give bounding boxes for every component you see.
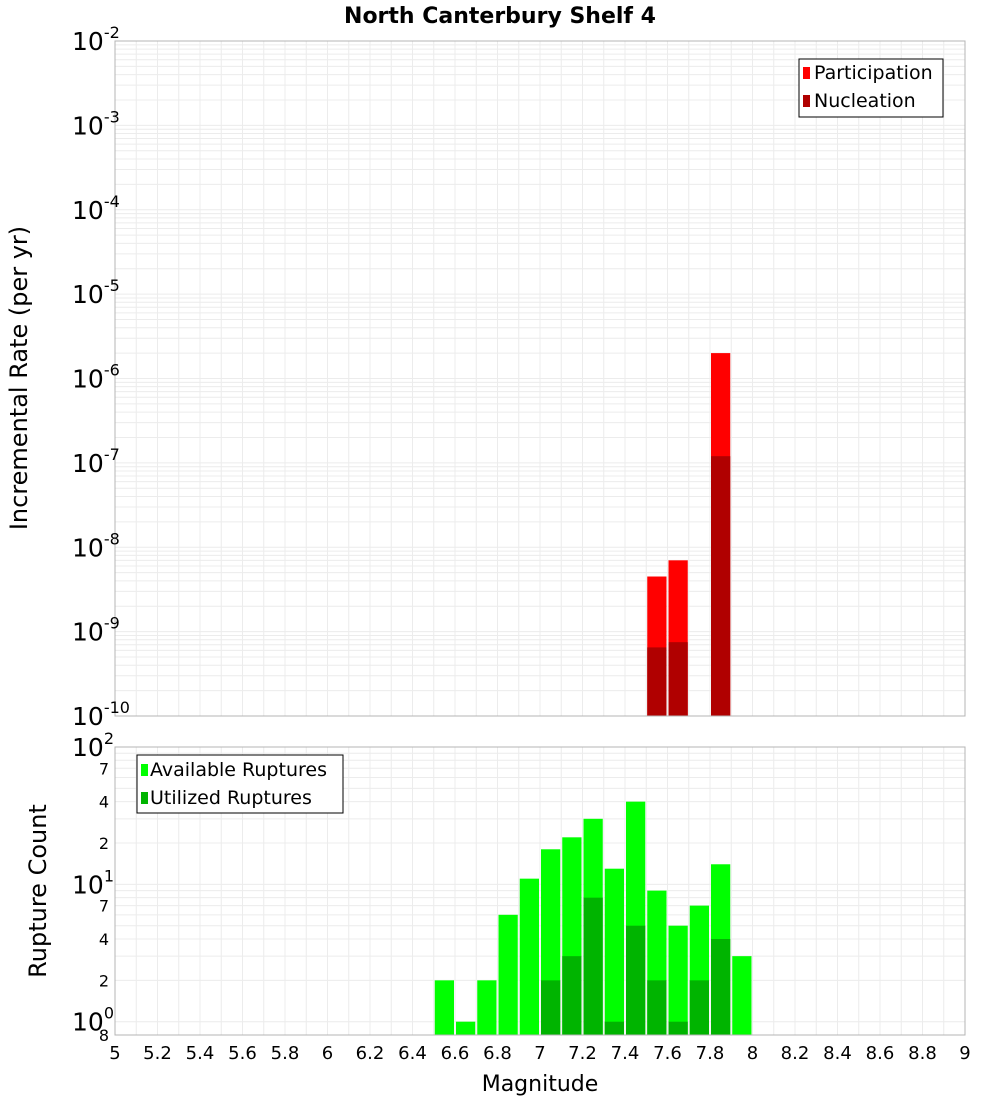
available-ruptures-bar — [477, 980, 497, 1035]
count-x-ticks: 5 5.2 5.4 5.6 5.8 6 6.2 6.4 6.6 6.8 7 7.2 7.4 7.6 7.8 8… — [109, 1043, 970, 1064]
utilized-ruptures-bar — [541, 980, 561, 1035]
rate-y-tick-label: 10-5 — [72, 276, 120, 309]
count-y-minor-tick-label: 4 — [99, 930, 109, 949]
utilized-legend-swatch — [141, 792, 148, 804]
nucleation-bar — [711, 456, 731, 716]
x-tick-label: 6 — [322, 1043, 333, 1064]
count-panel: 100 101 102 8 2 4 7 2 4 7 5 5.2 5.4 5.6 5.8 6 6.2 6.4 6.6… — [24, 729, 971, 1097]
x-tick-label: 7.4 — [611, 1043, 640, 1064]
rate-y-tick-label: 10-9 — [72, 614, 120, 647]
x-tick-label: 8 — [747, 1043, 758, 1064]
available-ruptures-bar — [668, 925, 688, 1035]
x-tick-label: 7.6 — [653, 1043, 682, 1064]
count-bars — [434, 801, 752, 1035]
available-ruptures-bar — [604, 868, 624, 1035]
x-tick-label: 6.6 — [441, 1043, 470, 1064]
utilized-ruptures-bar — [562, 956, 582, 1035]
x-tick-label: 9 — [959, 1043, 970, 1064]
available-legend-swatch — [141, 764, 148, 776]
rate-y-tick-label: 10-8 — [72, 529, 120, 562]
nucleation-legend-swatch — [803, 95, 810, 107]
x-tick-label: 7.2 — [568, 1043, 597, 1064]
rate-y-ticks: 10-10 10-9 10-8 10-7 10-6 10-5 10-4 10-3 10-2 — [72, 23, 130, 731]
count-y-ticks: 100 101 102 8 2 4 7 2 4 7 — [72, 729, 114, 1045]
utilized-legend-label: Utilized Ruptures — [150, 787, 312, 809]
rate-y-tick-label: 10-6 — [72, 361, 120, 394]
chart-title: North Canterbury Shelf 4 — [344, 4, 656, 29]
available-ruptures-bar — [456, 1021, 476, 1035]
rate-y-tick-label: 10-7 — [72, 445, 120, 478]
x-tick-label: 6.4 — [398, 1043, 427, 1064]
count-y-minor-tick-label: 8 — [99, 1026, 109, 1045]
utilized-ruptures-bar — [711, 939, 731, 1035]
rate-y-axis-label: Incremental Rate (per yr) — [5, 226, 33, 530]
available-ruptures-bar — [732, 956, 752, 1035]
count-y-axis-label: Rupture Count — [24, 804, 52, 978]
participation-legend-label: Participation — [814, 62, 933, 84]
x-axis-label: Magnitude — [482, 1072, 599, 1097]
x-tick-label: 6.2 — [356, 1043, 385, 1064]
available-ruptures-bar — [498, 914, 518, 1035]
rate-legend-box — [798, 58, 944, 118]
x-tick-label: 8.2 — [781, 1043, 810, 1064]
x-tick-label: 7.8 — [696, 1043, 725, 1064]
count-y-minor-tick-label: 2 — [99, 834, 109, 853]
rate-bars — [647, 353, 731, 716]
available-ruptures-bar — [519, 878, 539, 1035]
rate-y-tick-label: 10-4 — [72, 192, 120, 225]
count-y-minor-tick-label: 7 — [99, 759, 109, 778]
x-tick-label: 8.6 — [866, 1043, 895, 1064]
x-tick-label: 8.4 — [823, 1043, 852, 1064]
count-plot-frame — [114, 746, 966, 1036]
utilized-ruptures-bar — [668, 1021, 688, 1035]
rate-grid — [115, 41, 966, 716]
utilized-ruptures-bar — [583, 897, 603, 1035]
x-tick-label: 6.8 — [483, 1043, 512, 1064]
x-tick-label: 5.4 — [186, 1043, 215, 1064]
x-tick-label: 5.8 — [271, 1043, 300, 1064]
count-y-minor-tick-label: 4 — [99, 793, 109, 812]
participation-legend-swatch — [803, 67, 810, 79]
rate-panel: 10-10 10-9 10-8 10-7 10-6 10-5 10-4 10-3 10-2 In… — [5, 23, 966, 731]
available-ruptures-bar — [434, 980, 454, 1035]
count-y-major-tick-label: 101 — [72, 866, 114, 899]
count-y-minor-tick-label: 7 — [99, 897, 109, 916]
nucleation-bar — [668, 642, 688, 716]
nucleation-legend-label: Nucleation — [814, 90, 916, 112]
utilized-ruptures-bar — [647, 980, 667, 1035]
count-y-major-tick-label: 102 — [72, 729, 114, 762]
utilized-ruptures-bar — [626, 925, 646, 1035]
rate-y-tick-label: 10-3 — [72, 107, 120, 140]
available-legend-label: Available Ruptures — [150, 759, 327, 781]
nucleation-bar — [647, 647, 667, 716]
utilized-ruptures-bar — [604, 1021, 624, 1035]
count-legend: Available Ruptures Utilized Ruptures — [136, 754, 344, 814]
x-tick-label: 5.2 — [143, 1043, 172, 1064]
utilized-ruptures-bar — [689, 980, 709, 1035]
rate-y-tick-label: 10-2 — [72, 23, 120, 56]
rate-y-tick-label: 10-10 — [72, 698, 130, 731]
x-tick-label: 5 — [109, 1043, 120, 1064]
count-y-major-tick-label: 100 — [72, 1004, 114, 1037]
count-y-minor-tick-label: 2 — [99, 971, 109, 990]
rate-legend: Participation Nucleation — [798, 58, 944, 118]
rate-plot-frame — [114, 40, 966, 717]
x-tick-label: 8.8 — [908, 1043, 937, 1064]
x-tick-label: 5.6 — [228, 1043, 257, 1064]
x-tick-label: 7 — [534, 1043, 545, 1064]
count-legend-box — [136, 754, 344, 814]
